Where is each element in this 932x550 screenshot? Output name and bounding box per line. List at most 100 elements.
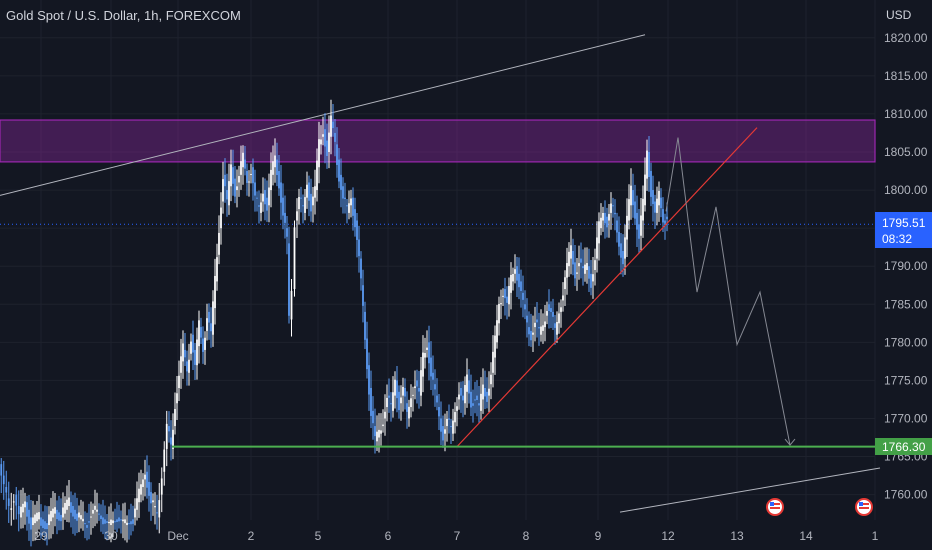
candle-body: [146, 471, 148, 488]
candle-body: [418, 388, 420, 392]
candle-body: [10, 508, 13, 510]
candle-body: [406, 403, 408, 412]
candle-body: [100, 515, 102, 520]
candle-body: [338, 159, 340, 182]
candle-body: [560, 307, 562, 312]
candle-body: [148, 481, 150, 496]
y-tick-label: 1790.00: [884, 259, 928, 273]
projection-path[interactable]: [665, 137, 791, 446]
candle-body: [378, 429, 380, 438]
candle-body: [498, 303, 500, 324]
candle-body: [402, 386, 404, 396]
candle-body: [404, 388, 406, 397]
candle-body: [594, 260, 596, 271]
candle-body: [666, 216, 668, 220]
lower-channel-line[interactable]: [619, 467, 881, 513]
candle-body: [424, 353, 426, 358]
rising-trend-line[interactable]: [456, 127, 758, 448]
time-axis[interactable]: 29 30 Dec 2 5 6 7 8 9 12 13 14 1: [34, 529, 878, 543]
candle-body: [126, 522, 128, 526]
candle-body: [352, 197, 354, 216]
candle-body: [310, 193, 312, 212]
candle-body: [550, 308, 552, 312]
candle-body: [54, 507, 56, 514]
price-axis[interactable]: 1760.001765.001770.001775.001780.001785.…: [884, 31, 928, 502]
candle-body: [422, 352, 424, 377]
candle-body: [540, 326, 542, 335]
candle-body: [238, 176, 240, 183]
candle-body: [596, 237, 598, 259]
candle-body: [252, 167, 254, 184]
candle-body: [354, 209, 356, 228]
candle-body: [244, 159, 246, 169]
candle-body: [574, 262, 576, 279]
candle-body: [382, 424, 384, 427]
currency-label[interactable]: USD: [886, 8, 912, 22]
candle-body: [570, 245, 572, 259]
candle-body: [470, 391, 472, 408]
candle-body: [514, 269, 516, 274]
candle-body: [276, 159, 278, 176]
candle-body: [428, 342, 430, 364]
candle-body: [284, 212, 286, 223]
candle-body: [156, 512, 158, 514]
candle-body: [330, 115, 332, 137]
candle-body: [438, 407, 440, 417]
symbol-title: Gold Spot / U.S. Dollar, 1h, FOREXCOM: [6, 8, 241, 23]
candle-body: [410, 398, 412, 408]
candle-body: [293, 227, 296, 290]
candle-body: [274, 155, 276, 168]
candle-body: [62, 507, 64, 518]
candle-body: [264, 190, 266, 205]
candle-body: [474, 399, 476, 401]
candle-body: [326, 140, 328, 156]
candle-body: [454, 412, 456, 423]
candle-body: [278, 171, 280, 189]
candle-body: [216, 257, 218, 282]
x-tick-label: 7: [454, 529, 461, 543]
candle-body: [430, 357, 432, 377]
us-flag-event-icon[interactable]: [766, 498, 784, 516]
candle-body: [118, 517, 120, 522]
candle-body: [532, 332, 534, 335]
candle-body: [564, 277, 566, 290]
candle-body: [600, 217, 602, 229]
candle-body: [630, 185, 632, 206]
candle-body: [298, 197, 300, 210]
candle-body: [90, 516, 92, 518]
candle-body: [240, 161, 242, 175]
candle-body: [226, 190, 228, 200]
candle-body: [24, 501, 26, 508]
candle-body: [86, 525, 88, 528]
candle-body: [248, 181, 250, 183]
candle-body: [76, 513, 78, 521]
candle-body: [548, 304, 550, 311]
candle-body: [204, 337, 206, 350]
candle-body: [332, 121, 334, 129]
candle-body: [426, 347, 428, 350]
candle-body: [5, 486, 8, 493]
us-flag-event-icon[interactable]: [855, 498, 873, 516]
y-tick-label: 1775.00: [884, 373, 928, 387]
support-price-tag: 1766.30: [875, 438, 932, 455]
candle-body: [536, 319, 538, 323]
candle-body: [70, 502, 72, 513]
candle-body: [388, 395, 390, 398]
candle-body: [492, 351, 494, 373]
candle-body: [346, 205, 348, 207]
candle-body: [142, 479, 144, 487]
candle-body: [434, 384, 436, 390]
candle-body: [656, 198, 658, 213]
candle-body: [556, 321, 558, 335]
upper-channel-line[interactable]: [0, 34, 646, 196]
candle-body: [358, 239, 360, 257]
candle-body: [182, 343, 184, 362]
candle-body: [624, 237, 626, 259]
candle-body: [38, 512, 40, 520]
candle-body: [554, 323, 556, 328]
candle-body: [356, 220, 358, 240]
candle-body: [116, 519, 118, 522]
candle-body: [112, 520, 114, 524]
resistance-zone[interactable]: [0, 119, 876, 163]
